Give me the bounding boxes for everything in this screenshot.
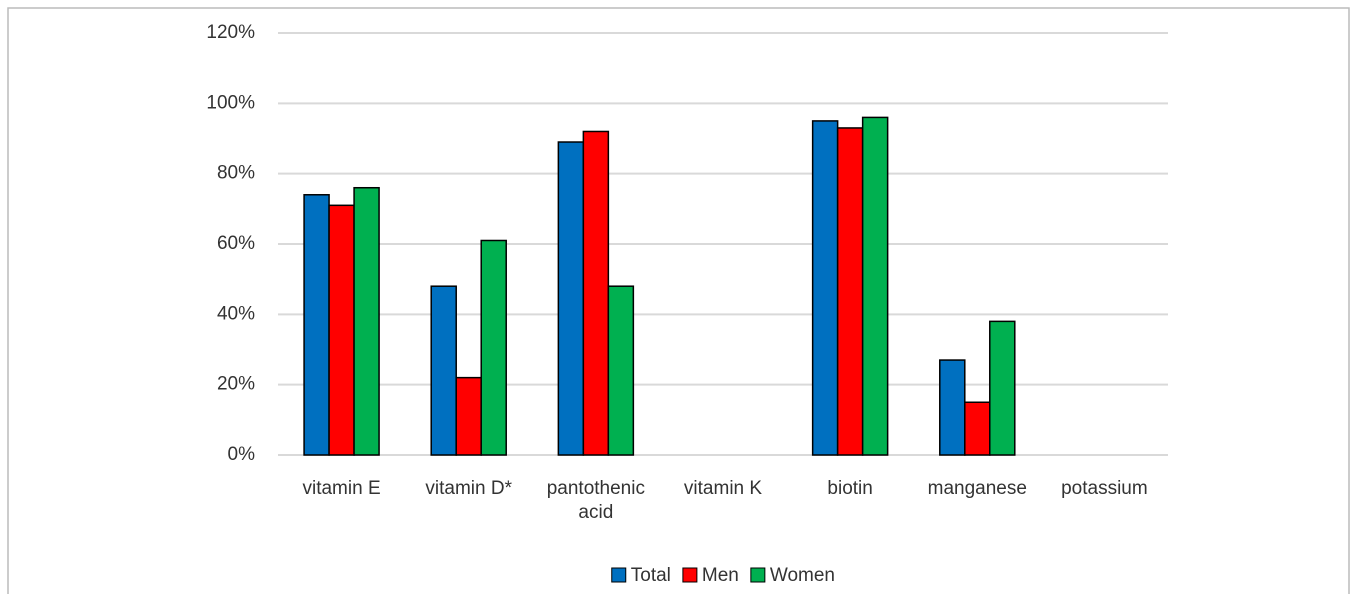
bar bbox=[303, 194, 330, 456]
bar bbox=[557, 141, 585, 456]
legend-label: Total bbox=[631, 565, 671, 586]
bar bbox=[989, 320, 1016, 456]
y-tick-label: 80% bbox=[217, 163, 255, 184]
y-tick-label: 60% bbox=[217, 233, 255, 254]
bar bbox=[607, 285, 635, 456]
y-tick-label: 40% bbox=[217, 303, 255, 324]
x-tick-label: manganese bbox=[927, 478, 1027, 499]
bar bbox=[480, 239, 507, 456]
bar bbox=[430, 285, 457, 456]
bar bbox=[353, 186, 380, 456]
y-tick-label: 0% bbox=[228, 444, 256, 465]
x-tick-label: biotin bbox=[827, 478, 873, 499]
x-tick-label: vitamin D* bbox=[425, 478, 512, 499]
frame bbox=[7, 7, 1350, 594]
y-tick-label: 100% bbox=[206, 92, 255, 113]
bar bbox=[939, 359, 966, 456]
legend-swatch bbox=[750, 567, 766, 583]
bar bbox=[455, 376, 482, 456]
x-tick-label: vitamin E bbox=[302, 478, 381, 499]
legend-swatch bbox=[682, 567, 698, 583]
y-tick-label: 120% bbox=[206, 22, 255, 43]
bar bbox=[836, 127, 864, 456]
bar bbox=[328, 204, 355, 456]
x-tick-label: vitamin K bbox=[683, 478, 763, 499]
x-tick-label: potassium bbox=[1061, 478, 1148, 499]
legend-label: Women bbox=[770, 565, 835, 586]
legend-label: Men bbox=[702, 565, 739, 586]
bar bbox=[861, 116, 889, 456]
y-tick-label: 20% bbox=[217, 374, 255, 395]
legend-swatch bbox=[611, 567, 627, 583]
x-tick-label: pantothenic acid bbox=[546, 478, 645, 523]
bar bbox=[811, 120, 839, 456]
bar bbox=[582, 130, 610, 456]
bar bbox=[964, 401, 991, 456]
